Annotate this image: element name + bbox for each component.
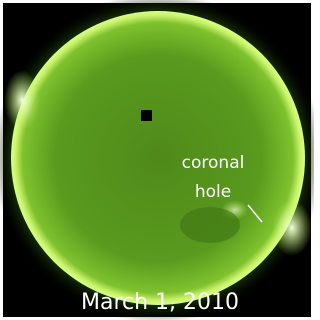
solar-image: coronal hole March 1, 2010 xyxy=(0,0,314,320)
bright-region xyxy=(272,200,312,256)
occulter-square xyxy=(141,110,152,121)
annotation-line: coronal xyxy=(182,153,245,173)
annotation-line: hole xyxy=(195,182,231,202)
coronal-hole xyxy=(180,207,240,243)
caption: March 1, 2010 xyxy=(81,290,239,315)
sun-disc xyxy=(11,11,305,305)
bright-region xyxy=(4,70,40,130)
